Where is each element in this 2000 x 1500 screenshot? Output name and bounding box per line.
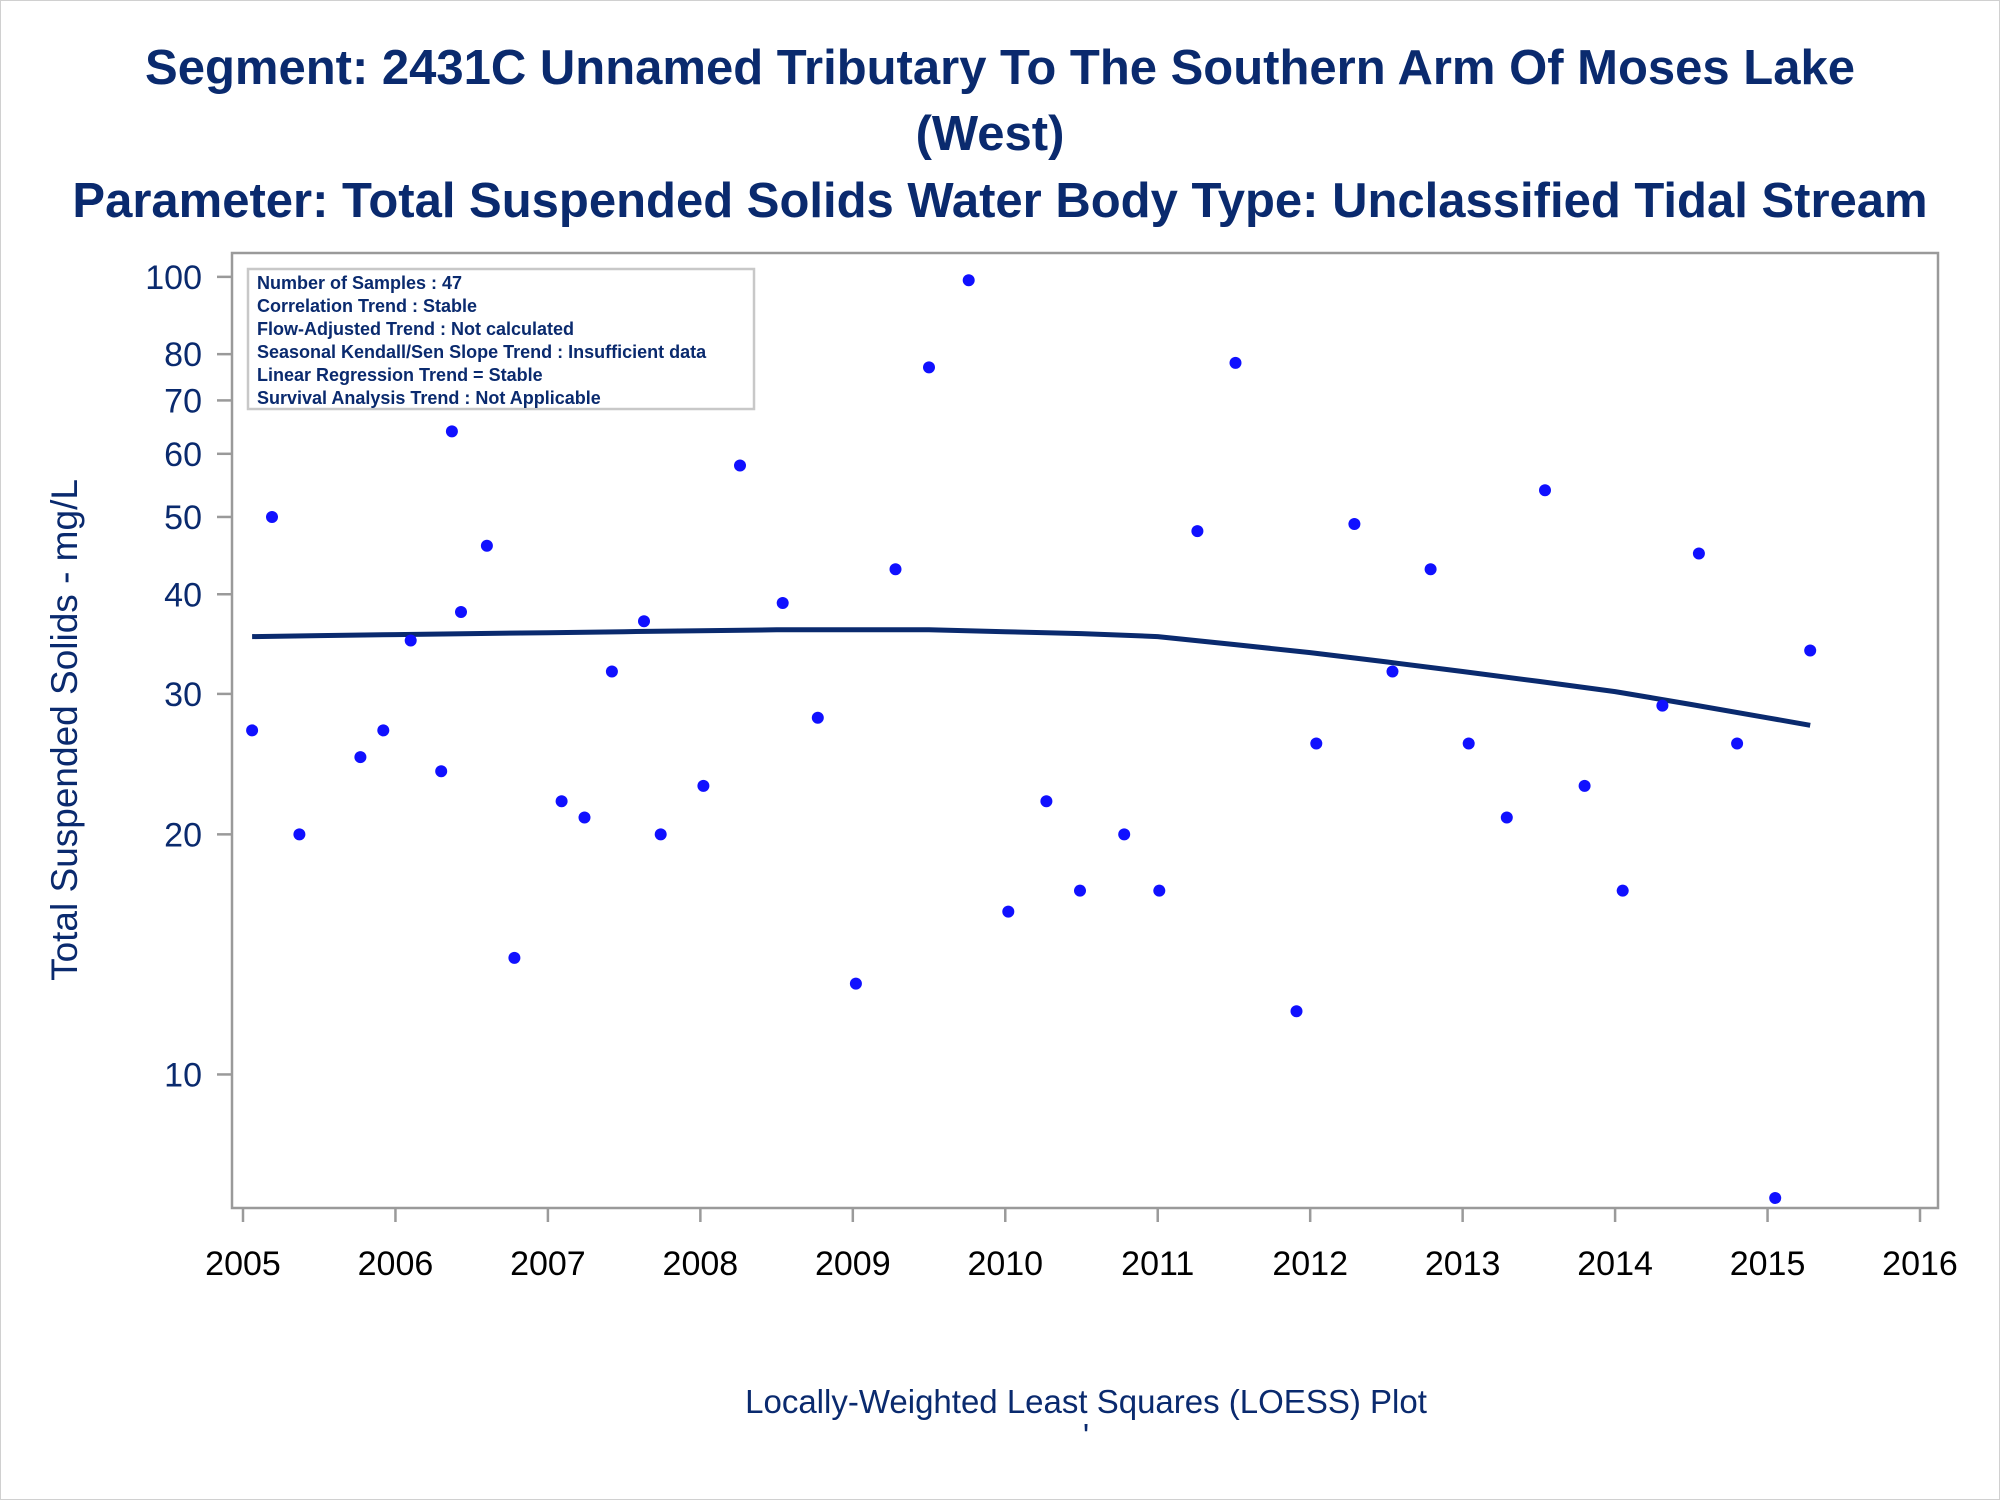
- x-tick-label: 2010: [967, 1245, 1043, 1283]
- data-point: [811, 711, 824, 724]
- data-point: [923, 361, 935, 374]
- y-tick-label: 100: [145, 259, 202, 297]
- data-point: [1616, 884, 1629, 897]
- data-point: [889, 563, 902, 576]
- data-point: [508, 951, 521, 964]
- data-point: [697, 779, 710, 792]
- y-tick-label: 60: [164, 436, 202, 474]
- stats-line-flow-adjusted: Flow-Adjusted Trend : Not calculated: [257, 319, 574, 339]
- x-tick-label: 2014: [1577, 1245, 1653, 1283]
- data-point: [1153, 884, 1166, 897]
- data-point: [293, 828, 306, 841]
- scatter-series: [246, 274, 1817, 1204]
- data-point: [1804, 644, 1817, 657]
- data-point: [246, 724, 259, 737]
- y-tick-label: 30: [164, 676, 202, 714]
- data-point: [1386, 665, 1399, 678]
- chart-title-line-1: Segment: 2431C Unnamed Tributary To The …: [145, 41, 1855, 95]
- data-point: [377, 724, 390, 737]
- data-point: [1348, 518, 1361, 530]
- y-tick-label: 50: [164, 499, 202, 537]
- data-point: [734, 459, 746, 472]
- data-point: [1692, 547, 1705, 560]
- data-point: [1074, 884, 1086, 897]
- data-point: [1539, 484, 1551, 497]
- data-point: [605, 665, 618, 678]
- chart-subtitle: Parameter: Total Suspended Solids Water …: [72, 174, 1927, 228]
- data-point: [1578, 779, 1591, 792]
- x-axis: 2005 2006 2007 2008 2009 2010 2011 2012 2013 2014…: [205, 1208, 1958, 1283]
- x-tick-label: 2008: [663, 1245, 739, 1283]
- data-point: [1656, 699, 1669, 712]
- footer-caption: Locally-Weighted Least Squares (LOESS) P…: [745, 1383, 1427, 1420]
- x-tick-label: 2009: [815, 1245, 891, 1283]
- y-axis: 10 20 30 40 50 60 70 80 100: [145, 259, 232, 1094]
- stats-line-samples: Number of Samples : 47: [257, 273, 462, 293]
- data-point: [1002, 905, 1015, 918]
- loess-trend-line: [252, 627, 1811, 728]
- data-point: [1769, 1192, 1782, 1204]
- y-tick-label: 70: [164, 382, 202, 420]
- data-point: [776, 597, 789, 609]
- x-tick-label: 2005: [205, 1245, 281, 1283]
- data-point: [1500, 811, 1513, 824]
- x-tick-label: 2011: [1121, 1245, 1194, 1283]
- y-axis-label: Total Suspended Solids - mg/L: [44, 479, 85, 981]
- stats-line-survival-analysis: Survival Analysis Trend : Not Applicable: [257, 388, 601, 408]
- data-point: [354, 751, 367, 764]
- x-tick-label: 2016: [1882, 1245, 1958, 1283]
- data-point: [1290, 1005, 1303, 1018]
- chart-title-line-2: (West): [916, 107, 1065, 161]
- y-tick-label: 20: [164, 816, 202, 854]
- footer-mark: ': [1083, 1417, 1089, 1454]
- x-tick-label: 2012: [1272, 1245, 1348, 1283]
- data-point: [266, 511, 278, 523]
- data-point: [435, 765, 448, 778]
- stats-line-linear-regression: Linear Regression Trend = Stable: [257, 365, 543, 385]
- x-tick-label: 2006: [358, 1245, 434, 1283]
- y-tick-label: 10: [164, 1056, 202, 1094]
- data-point: [962, 274, 975, 287]
- x-tick-label: 2015: [1730, 1245, 1806, 1283]
- data-point: [404, 634, 417, 647]
- plot-area-frame: [230, 251, 1940, 1210]
- y-tick-label: 40: [164, 576, 202, 614]
- data-point: [1462, 737, 1475, 750]
- stats-line-correlation: Correlation Trend : Stable: [257, 296, 477, 316]
- data-point: [849, 977, 862, 990]
- data-point: [1191, 525, 1204, 538]
- data-point: [1424, 563, 1437, 576]
- y-tick-label: 80: [164, 336, 202, 374]
- data-point: [555, 795, 568, 808]
- data-point: [578, 811, 591, 824]
- x-tick-label: 2013: [1425, 1245, 1501, 1283]
- data-point: [638, 615, 650, 628]
- data-point: [445, 425, 458, 438]
- data-point: [654, 828, 667, 841]
- data-point: [1118, 828, 1131, 841]
- data-point: [1229, 356, 1242, 369]
- stats-inset-box: [246, 267, 756, 411]
- data-point: [1731, 737, 1744, 750]
- stats-line-seasonal-kendall: Seasonal Kendall/Sen Slope Trend : Insuf…: [257, 342, 707, 362]
- data-point: [1040, 795, 1053, 808]
- data-point: [455, 606, 467, 618]
- data-point: [480, 539, 493, 552]
- x-tick-label: 2007: [510, 1245, 586, 1283]
- loess-series: [252, 627, 1811, 728]
- data-point: [1310, 737, 1323, 750]
